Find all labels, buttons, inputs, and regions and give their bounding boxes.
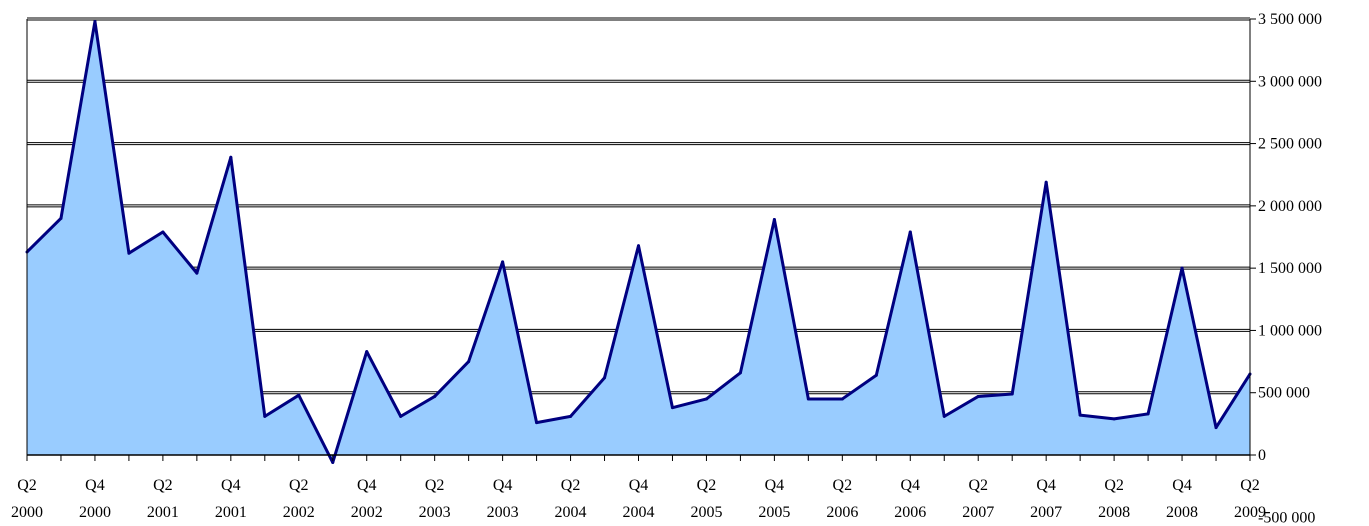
data-point — [908, 230, 912, 234]
data-point — [365, 350, 369, 354]
x-tick-quarter: Q4 — [1036, 477, 1056, 494]
x-tick-quarter: Q2 — [833, 477, 853, 494]
data-point — [229, 155, 233, 159]
data-point — [670, 406, 674, 410]
x-tick-quarter: Q4 — [221, 477, 241, 494]
data-point — [433, 394, 437, 398]
x-tick-quarter: Q2 — [1104, 477, 1124, 494]
data-point — [161, 230, 165, 234]
data-point — [840, 397, 844, 401]
data-point — [772, 218, 776, 222]
x-tick-quarter: Q2 — [153, 477, 173, 494]
data-point — [331, 460, 335, 464]
y-tick-label: 2 500 000 — [1258, 136, 1322, 153]
data-point — [1078, 413, 1082, 417]
data-point — [263, 414, 267, 418]
x-tick-year: 2005 — [690, 504, 722, 521]
x-tick-year: 2002 — [283, 504, 315, 521]
x-tick-year: 2000 — [11, 504, 43, 521]
data-point — [569, 414, 573, 418]
y-tick-label: 1 500 000 — [1258, 260, 1322, 277]
data-point — [704, 397, 708, 401]
data-point — [942, 414, 946, 418]
y-tick-label: 3 500 000 — [1258, 11, 1322, 28]
data-point — [1112, 417, 1116, 421]
data-point — [535, 421, 539, 425]
data-point — [1146, 412, 1150, 416]
x-tick-year: 2005 — [758, 504, 790, 521]
data-point — [976, 394, 980, 398]
y-tick-label: 1 000 000 — [1258, 322, 1322, 339]
x-tick-year: 2001 — [147, 504, 179, 521]
x-tick-year: 2001 — [215, 504, 247, 521]
x-tick-quarter: Q2 — [561, 477, 581, 494]
data-point — [59, 216, 63, 220]
data-point — [1044, 180, 1048, 184]
x-tick-quarter: Q2 — [697, 477, 717, 494]
x-tick-year: 2007 — [1030, 504, 1062, 521]
x-tick-quarter: Q4 — [493, 477, 513, 494]
x-tick-quarter: Q4 — [85, 477, 105, 494]
data-point — [93, 19, 97, 23]
y-tick-label: 3 000 000 — [1258, 73, 1322, 90]
data-point — [195, 271, 199, 275]
x-tick-quarter: Q4 — [357, 477, 377, 494]
x-tick-year: 2009 — [1234, 504, 1266, 521]
y-tick-label: 0 — [1258, 447, 1266, 464]
x-tick-year: 2002 — [351, 504, 383, 521]
y-tick-label: 500 000 — [1258, 385, 1310, 402]
y-tick-label: 2 000 000 — [1258, 198, 1322, 215]
x-tick-quarter: Q2 — [968, 477, 988, 494]
series-area — [27, 21, 1250, 463]
data-point — [603, 376, 607, 380]
x-tick-year: 2008 — [1166, 504, 1198, 521]
area-layer — [25, 19, 1252, 464]
x-tick-year: 2008 — [1098, 504, 1130, 521]
data-point — [1180, 266, 1184, 270]
x-tick-year: 2006 — [826, 504, 858, 521]
x-tick-quarter: Q4 — [900, 477, 920, 494]
x-tick-year: 2003 — [487, 504, 519, 521]
x-tick-quarter: Q4 — [1172, 477, 1192, 494]
data-point — [874, 373, 878, 377]
data-point — [637, 244, 640, 248]
data-point — [1010, 392, 1014, 396]
x-tick-year: 2006 — [894, 504, 926, 521]
data-point — [1214, 426, 1218, 430]
data-point — [738, 371, 742, 375]
x-axis-ticks: Q2 2000 Q4 2000 Q2 2001 Q4 2001 Q2 2002 Q4 2002 Q2 20… — [11, 455, 1266, 521]
x-tick-quarter: Q4 — [629, 477, 649, 494]
x-tick-year: 2004 — [623, 504, 655, 521]
x-tick-quarter: Q2 — [289, 477, 309, 494]
x-tick-quarter: Q2 — [425, 477, 445, 494]
x-tick-year: 2003 — [419, 504, 451, 521]
data-point — [399, 414, 403, 418]
x-tick-year: 2000 — [79, 504, 111, 521]
data-point — [467, 360, 471, 364]
data-point — [297, 393, 301, 397]
y-tick-label: -500 000 — [1258, 509, 1315, 526]
data-point — [501, 260, 505, 264]
x-tick-quarter: Q2 — [1240, 477, 1260, 494]
x-tick-year: 2007 — [962, 504, 994, 521]
y-axis-ticks: 3 500 000 3 000 000 2 500 000 2 000 000 1 50… — [1250, 11, 1322, 526]
x-tick-year: 2004 — [555, 504, 587, 521]
data-point — [806, 397, 810, 401]
x-tick-quarter: Q2 — [17, 477, 37, 494]
data-point — [127, 251, 131, 255]
x-tick-quarter: Q4 — [765, 477, 785, 494]
